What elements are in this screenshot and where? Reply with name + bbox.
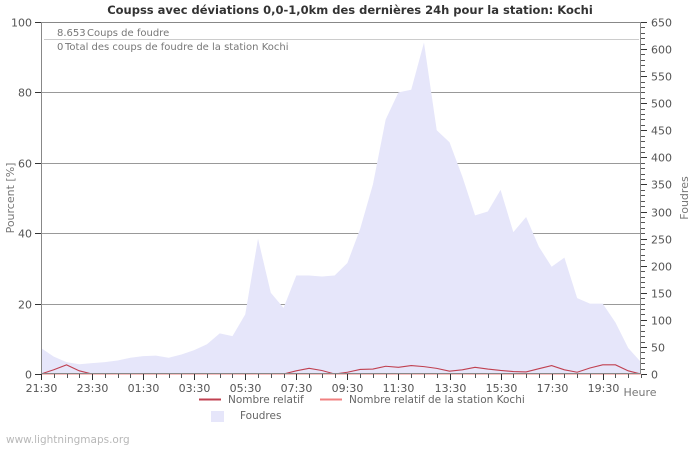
y-tick-label-left: 60 — [18, 158, 32, 171]
x-axis-hours: 21:30 23:30 01:30 03:30 05:30 07:30 09:30 11:30… — [26, 374, 642, 395]
x-tick-label: 17:30 — [537, 382, 569, 395]
y-tick-label-right: 100 — [651, 315, 672, 328]
x-tick-label: 21:30 — [26, 382, 58, 395]
legend-entry: Nombre relatif de la station Kochi — [320, 394, 525, 406]
chart-legend: Nombre relatif Nombre relatif de la stati… — [199, 394, 525, 422]
annotation-value: 8.653 — [57, 28, 86, 39]
y-tick-label-right: 650 — [651, 17, 672, 30]
x-tick-label: 09:30 — [332, 382, 364, 395]
y-tick-label-right: 250 — [651, 234, 672, 247]
y-tick-label-right: 600 — [651, 44, 672, 57]
y-axis-left-title: Pourcent [%] — [4, 163, 17, 234]
y-tick-label-left: 80 — [18, 87, 32, 100]
x-tick-label: 05:30 — [230, 382, 262, 395]
y-axis-left-percent: 0 20 40 60 80 100 — [11, 17, 41, 382]
x-tick-label: 23:30 — [77, 382, 109, 395]
y-tick-label-left: 40 — [18, 228, 32, 241]
legend-swatch-icon — [211, 411, 224, 422]
y-tick-label-right: 0 — [651, 369, 658, 382]
x-tick-label: 19:30 — [588, 382, 620, 395]
summary-annotation-box: 8.653 Coups de foudre 0 Total des coups de … — [44, 28, 639, 53]
chart-title: Coupss avec déviations 0,0-1,0km des der… — [107, 3, 593, 17]
y-tick-label-left: 20 — [18, 299, 32, 312]
x-tick-label: 13:30 — [435, 382, 467, 395]
x-tick-label: 15:30 — [486, 382, 518, 395]
y-tick-label-right: 300 — [651, 207, 672, 220]
x-axis-title: Heure — [623, 386, 656, 399]
watermark-label: www.lightningmaps.org — [6, 434, 130, 446]
y-axis-right-foudres: 0 50 100 150 200 250 300 350 400 450 500 550 600 650 — [641, 17, 672, 382]
x-tick-label: 07:30 — [281, 382, 313, 395]
x-tick-label: 11:30 — [383, 382, 415, 395]
y-tick-label-right: 450 — [651, 125, 672, 138]
y-tick-label-right: 50 — [651, 342, 665, 355]
legend-label: Foudres — [240, 410, 281, 422]
y-tick-label-right: 400 — [651, 152, 672, 165]
y-tick-label-right: 150 — [651, 288, 672, 301]
y-axis-right-title: Foudres — [678, 176, 691, 220]
y-tick-label-right: 500 — [651, 98, 672, 111]
annotation-value: 0 — [57, 42, 63, 53]
y-tick-label-right: 200 — [651, 261, 672, 274]
plot-border — [41, 22, 641, 374]
x-tick-label: 01:30 — [128, 382, 160, 395]
legend-entry: Nombre relatif — [199, 394, 304, 406]
foudres-area-series — [41, 42, 641, 374]
annotation-label: Total des coups de foudre de la station … — [64, 42, 289, 53]
legend-label: Nombre relatif de la station Kochi — [349, 394, 525, 406]
y-tick-label-right: 350 — [651, 179, 672, 192]
plot-frame — [41, 22, 641, 374]
y-tick-label-right: 550 — [651, 71, 672, 84]
y-tick-label-left: 100 — [11, 17, 32, 30]
annotation-label: Coups de foudre — [87, 28, 169, 39]
area-series-foudres — [41, 42, 641, 374]
x-tick-label: 03:30 — [179, 382, 211, 395]
y-tick-label-left: 0 — [25, 369, 32, 382]
legend-label: Nombre relatif — [228, 394, 304, 406]
legend-entry: Foudres — [211, 410, 281, 422]
